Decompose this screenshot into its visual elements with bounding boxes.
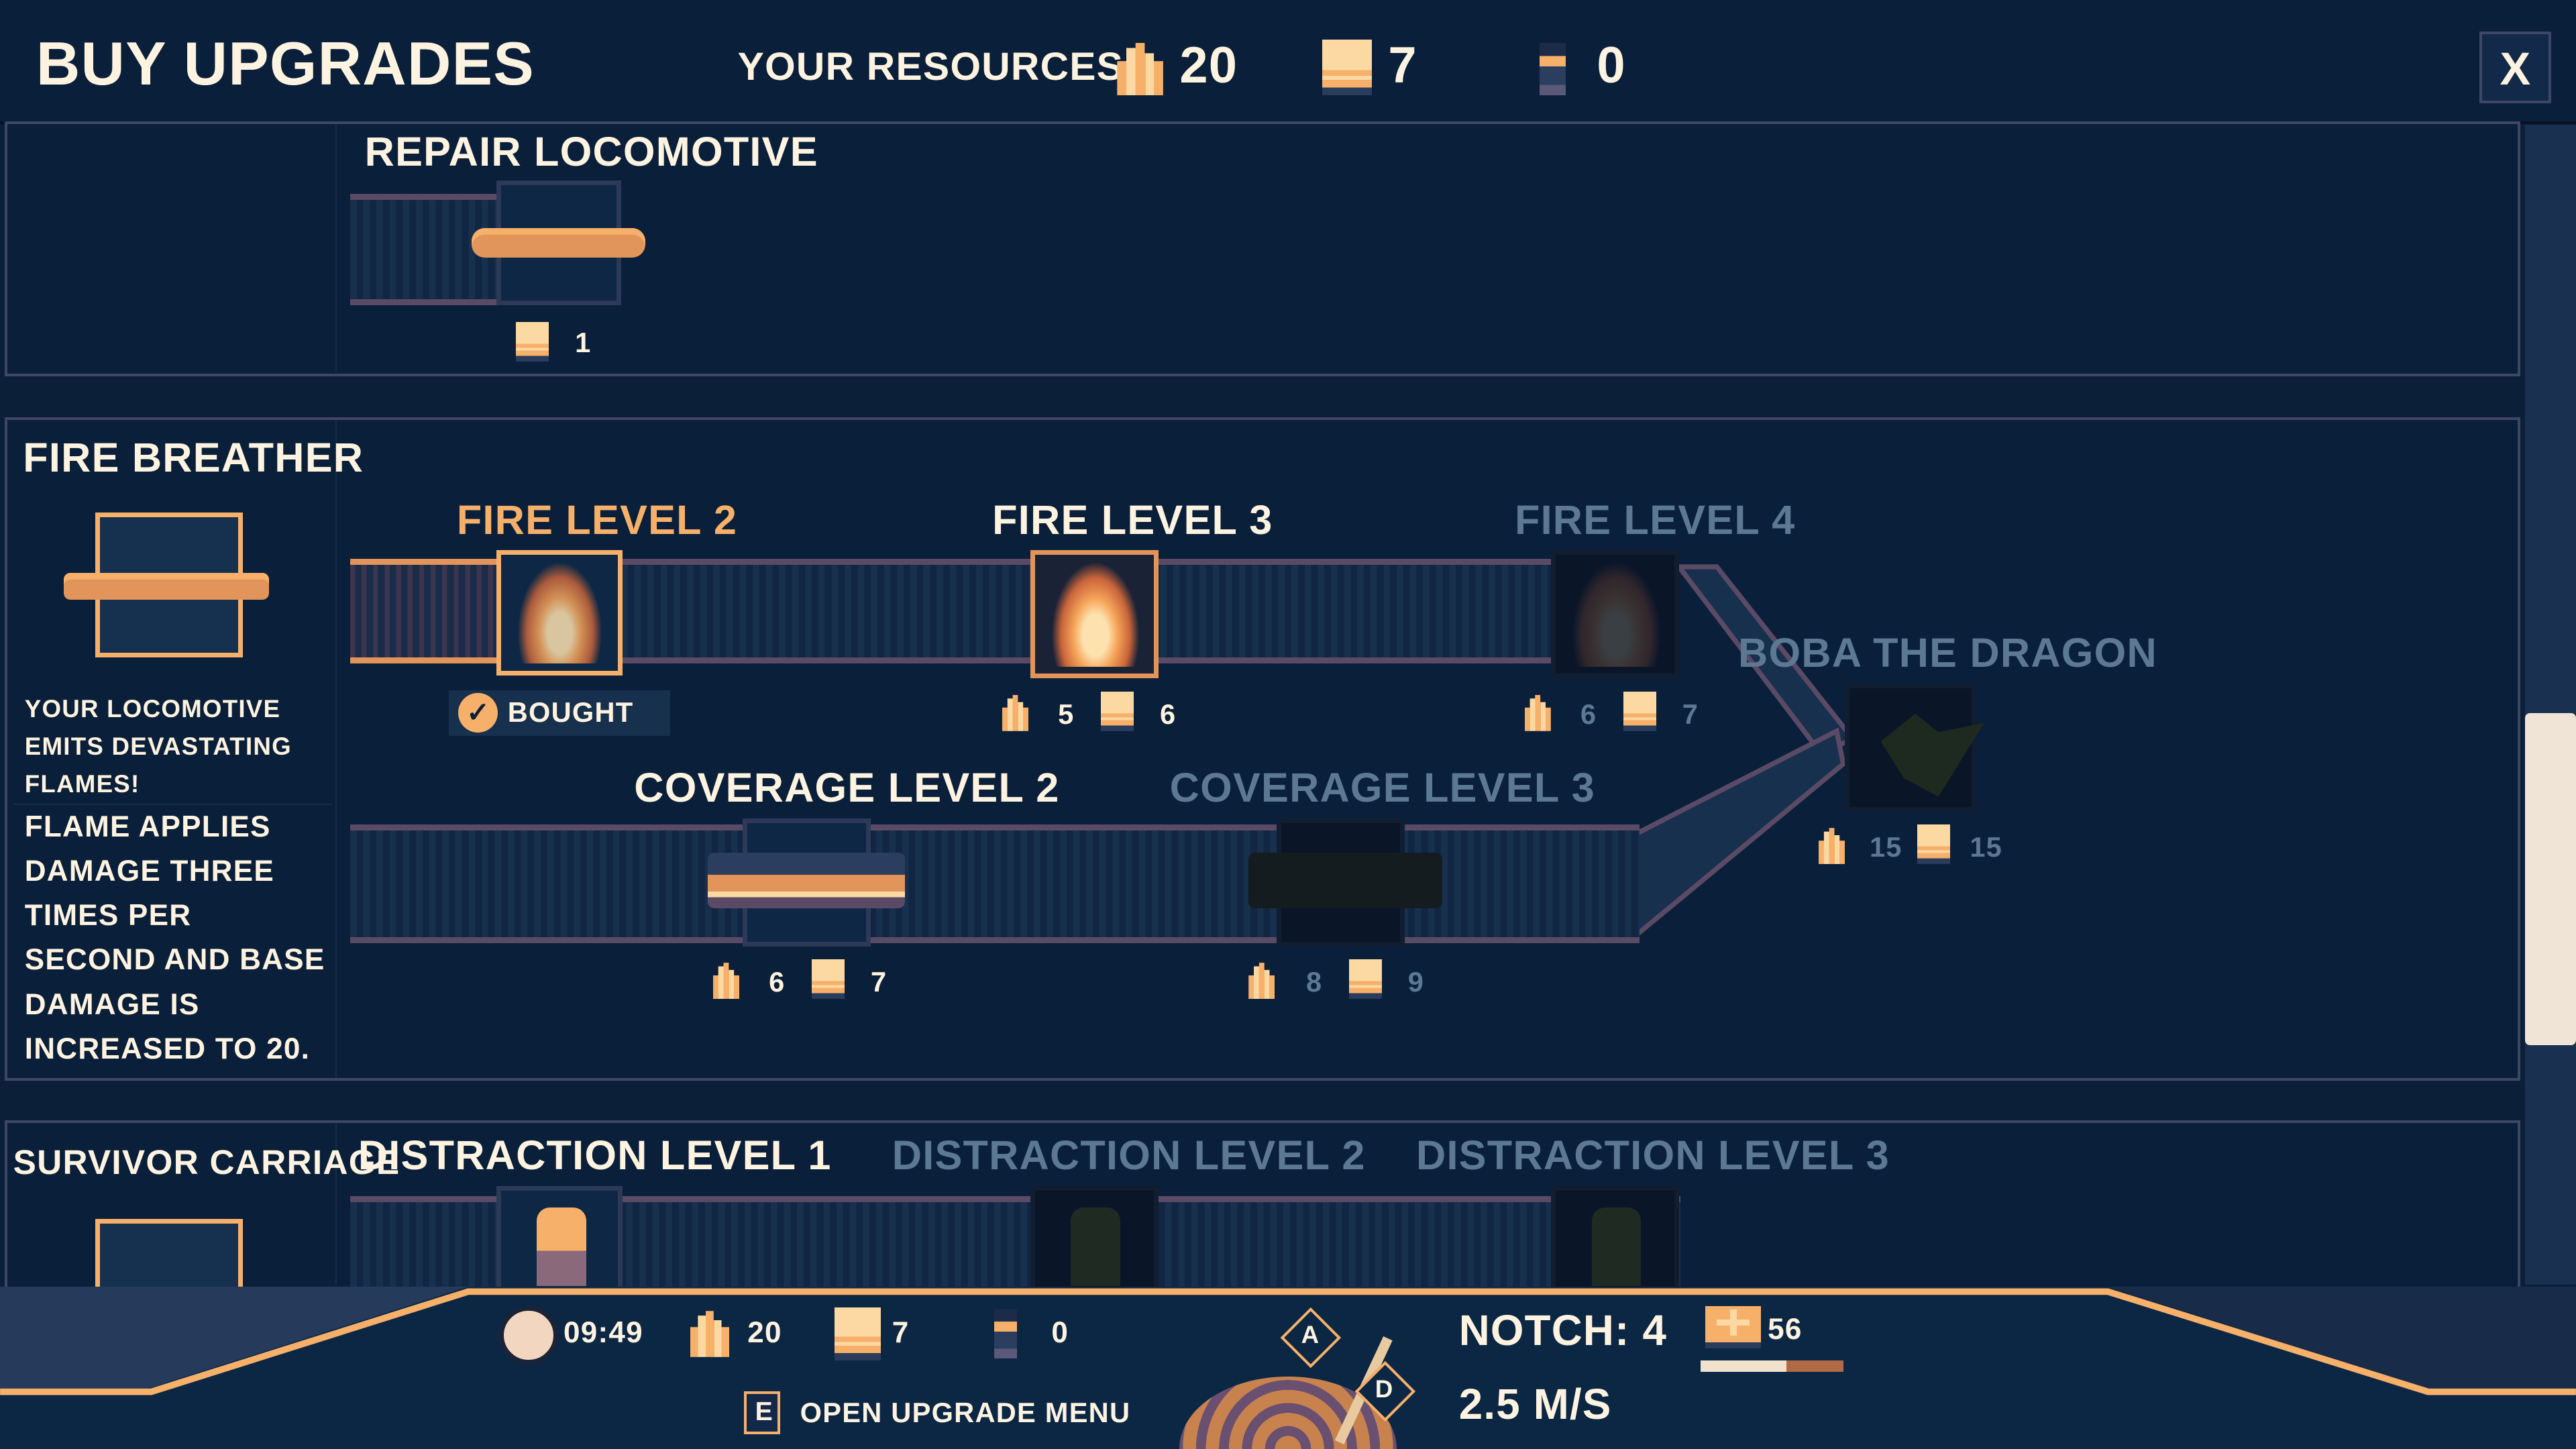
fuel-count: 20 [1179, 36, 1238, 94]
clock-icon [499, 1305, 558, 1365]
wood-icon [1623, 692, 1656, 731]
cost-wood: 7 [870, 966, 888, 998]
flame-icon [1572, 561, 1661, 667]
cost-wood: 9 [1407, 966, 1425, 998]
upgrade-node-fire-level-2[interactable] [496, 550, 623, 676]
section-divider [335, 1124, 337, 1285]
wood-icon [1322, 39, 1372, 96]
upgrade-node-repair-locomotive[interactable] [471, 180, 646, 306]
upgrade-node-boba-the-dragon[interactable] [1845, 683, 1984, 812]
cost-wood: 6 [1159, 698, 1177, 730]
wood-icon [1917, 824, 1950, 865]
upgrade-node-fire-level-3[interactable] [1030, 550, 1159, 679]
scrollbar-track[interactable] [2525, 125, 2576, 1285]
wood-count: 7 [1388, 36, 1417, 94]
open-upgrade-menu-hint[interactable]: OPEN UPGRADE MENU [800, 1396, 1131, 1428]
survivor-icon [1539, 42, 1566, 96]
a-key-label: A [1301, 1320, 1320, 1348]
notch-display: NOTCH: 4 [1458, 1306, 1668, 1354]
cost-wood: 1 [575, 327, 592, 359]
page-title: BUY UPGRADES [36, 30, 535, 99]
node-label: DISTRACTION LEVEL 3 [1416, 1132, 1890, 1179]
hud-wood-count: 7 [892, 1316, 910, 1349]
dragon-icon [1880, 713, 1984, 797]
cost-fuel: 8 [1305, 966, 1323, 998]
node-label: COVERAGE LEVEL 2 [634, 764, 1060, 810]
wood-icon [811, 959, 845, 999]
cost-fuel: 6 [769, 966, 786, 998]
flame-icon [1051, 561, 1140, 667]
e-key-icon: E [744, 1391, 781, 1434]
track-diagonal-coverage [1632, 727, 1846, 942]
cost-fuel: 5 [1058, 698, 1075, 730]
health-icon [1705, 1305, 1762, 1348]
wood-icon [1348, 959, 1382, 999]
train-icon [708, 852, 906, 908]
lantern-icon [1071, 1207, 1120, 1287]
e-key-label: E [755, 1397, 773, 1427]
wood-icon [835, 1307, 881, 1360]
section-description: YOUR LOCOMOTIVE EMITS DEVASTATING FLAMES… [24, 694, 292, 798]
cost-wood: 15 [1970, 831, 2003, 863]
resources-label: YOUR RESOURCES [737, 45, 1124, 89]
description-divider [13, 803, 332, 805]
track [350, 824, 1640, 943]
node-label: BOBA THE DRAGON [1738, 629, 2157, 676]
flame-icon [517, 561, 603, 664]
health-bar [1700, 1360, 1843, 1372]
upgrade-node-distraction-level-1[interactable] [496, 1186, 623, 1301]
survivor-count: 0 [1597, 36, 1626, 94]
d-key-label: D [1375, 1375, 1394, 1403]
node-label: FIRE LEVEL 3 [992, 496, 1273, 543]
section-title: FIRE BREATHER [23, 434, 364, 480]
upgrade-node-distraction-level-2[interactable] [1030, 1186, 1159, 1301]
wood-icon [515, 322, 549, 362]
health-bar-fill [1700, 1360, 1786, 1372]
speed-display: 2.5 M/S [1458, 1381, 1612, 1429]
checkmark-icon: ✓ [458, 693, 498, 733]
upgrade-node-coverage-level-3[interactable] [1248, 818, 1442, 947]
survivor-icon [994, 1309, 1017, 1359]
time-display: 09:49 [564, 1316, 643, 1349]
node-label: DISTRACTION LEVEL 1 [358, 1132, 832, 1179]
scrollbar-thumb[interactable] [2525, 712, 2576, 1045]
wrench-icon [471, 228, 646, 258]
train-icon [1248, 852, 1442, 908]
cost-fuel: 6 [1580, 698, 1597, 730]
upgrade-node-distraction-level-3[interactable] [1550, 1186, 1679, 1301]
node-label: COVERAGE LEVEL 3 [1169, 764, 1595, 810]
lantern-icon [537, 1207, 586, 1287]
upgrade-node-coverage-level-2[interactable] [708, 818, 906, 947]
close-icon: X [2500, 42, 2532, 95]
hud-right-wing [2107, 1286, 2576, 1389]
section-divider [335, 125, 337, 372]
hud-survivor-count: 0 [1051, 1316, 1069, 1349]
health-value: 56 [1768, 1312, 1803, 1346]
hud-border [0, 1287, 2576, 1395]
bought-badge: ✓ BOUGHT [448, 690, 671, 737]
cost-wood: 7 [1682, 698, 1699, 730]
upgrade-node-fire-level-4[interactable] [1550, 550, 1679, 679]
fire-breather-icon [64, 513, 270, 657]
plus-icon-vertical [1729, 1309, 1737, 1336]
hud-frame [0, 1286, 2576, 1395]
flamethrower-icon [64, 573, 270, 600]
cost-fuel: 15 [1869, 831, 1902, 863]
lantern-icon [1591, 1207, 1642, 1287]
section-title: SURVIVOR CARRIAGE [13, 1142, 400, 1182]
section-divider [335, 420, 337, 1078]
track [350, 558, 501, 664]
close-button[interactable]: X [2479, 31, 2552, 104]
hud-left-wing [0, 1286, 469, 1389]
node-label: REPAIR LOCOMOTIVE [364, 129, 818, 175]
wood-icon [1100, 692, 1134, 731]
hud-fuel-count: 20 [747, 1316, 782, 1349]
node-label: DISTRACTION LEVEL 2 [892, 1132, 1366, 1179]
bought-label: BOUGHT [507, 696, 634, 729]
node-label: FIRE LEVEL 4 [1514, 496, 1796, 543]
node-label: FIRE LEVEL 2 [456, 496, 738, 543]
section-detail: FLAME APPLIES DAMAGE THREE TIMES PER SEC… [24, 810, 325, 1065]
